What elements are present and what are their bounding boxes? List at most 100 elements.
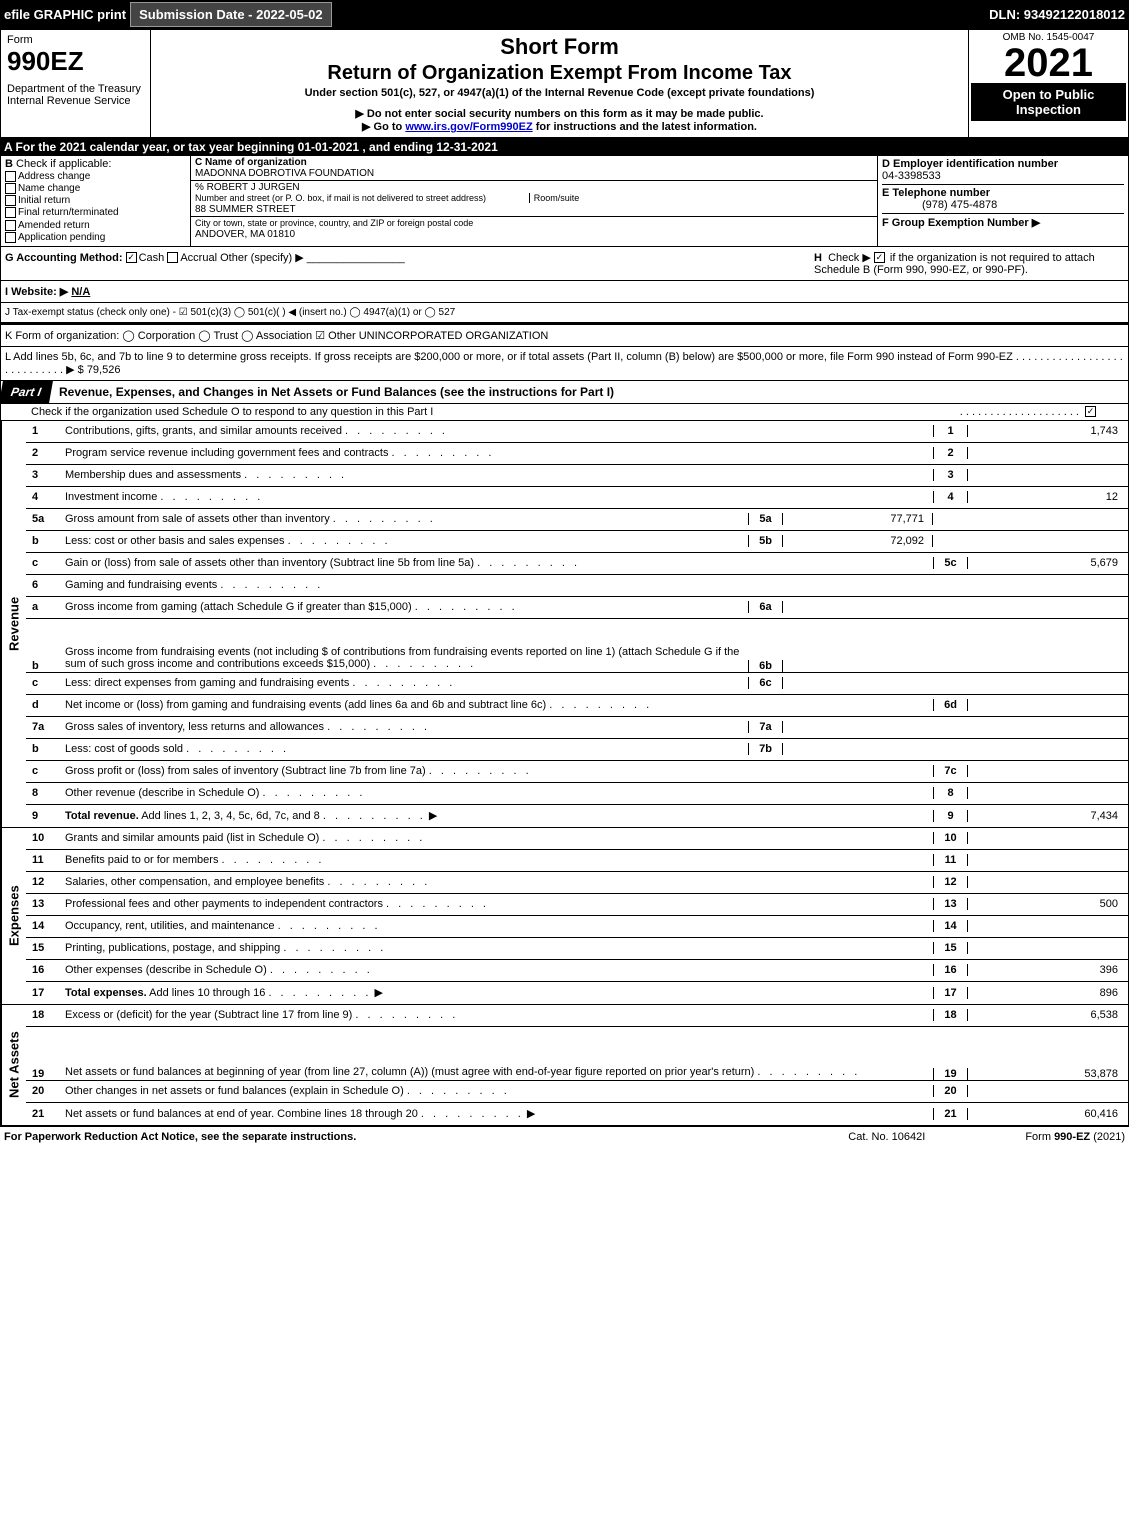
line-code: 15: [933, 942, 968, 954]
line-code: 4: [933, 491, 968, 503]
line-desc: Less: cost of goods sold . . . . . . . .…: [61, 741, 748, 757]
line-code: 2: [933, 447, 968, 459]
line-desc: Gross amount from sale of assets other t…: [61, 511, 748, 527]
line-number: 4: [26, 491, 61, 503]
phone: (978) 475-4878: [882, 199, 997, 211]
other-label: Other (specify) ▶: [220, 252, 304, 264]
line-number: 7a: [26, 721, 61, 733]
check-option[interactable]: [5, 220, 16, 231]
form-number: 990EZ: [7, 46, 144, 77]
line-row: 18Excess or (deficit) for the year (Subt…: [26, 1005, 1128, 1027]
b-label: B: [5, 158, 13, 170]
line-desc: Gaming and fundraising events . . . . . …: [61, 577, 933, 593]
line-number: a: [26, 601, 61, 613]
line-desc: Program service revenue including govern…: [61, 445, 933, 461]
netassets-section: Net Assets 18Excess or (deficit) for the…: [0, 1005, 1129, 1126]
line-row: bGross income from fundraising events (n…: [26, 619, 1128, 673]
line-number: 19: [26, 1068, 61, 1080]
short-form-title: Short Form: [155, 34, 964, 60]
dln-label: DLN: 93492122018012: [989, 7, 1125, 22]
b-option: Initial return: [5, 195, 186, 206]
line-code: 7c: [933, 765, 968, 777]
line-row: 14Occupancy, rent, utilities, and mainte…: [26, 916, 1128, 938]
check-option[interactable]: [5, 232, 16, 243]
line-desc: Excess or (deficit) for the year (Subtra…: [61, 1007, 933, 1023]
line-desc: Other changes in net assets or fund bala…: [61, 1083, 933, 1099]
check-option[interactable]: [5, 207, 16, 218]
h-label: H: [814, 252, 822, 264]
line-value: 7,434: [968, 810, 1128, 822]
subline-code: 5b: [748, 535, 783, 547]
irs-link[interactable]: www.irs.gov/Form990EZ: [405, 121, 532, 133]
line-row: 8Other revenue (describe in Schedule O) …: [26, 783, 1128, 805]
line-desc: Gross income from fundraising events (no…: [61, 644, 748, 672]
b-option: Amended return: [5, 220, 186, 231]
line-row: bLess: cost or other basis and sales exp…: [26, 531, 1128, 553]
line-row: 19Net assets or fund balances at beginni…: [26, 1027, 1128, 1081]
dots-fill: . . . . . . . . . . . . . . . . . . . .: [960, 406, 1079, 418]
d-label: D Employer identification number: [882, 158, 1058, 170]
line-desc: Salaries, other compensation, and employ…: [61, 874, 933, 890]
line-desc: Printing, publications, postage, and shi…: [61, 940, 933, 956]
l-line: L Add lines 5b, 6c, and 7b to line 9 to …: [0, 347, 1129, 381]
efile-label[interactable]: efile GRAPHIC print: [4, 7, 126, 22]
submission-date: Submission Date - 2022-05-02: [130, 2, 332, 27]
netassets-table: 18Excess or (deficit) for the year (Subt…: [26, 1005, 1128, 1125]
b-check-label: Check if applicable:: [16, 158, 111, 170]
line-desc: Total revenue. Add lines 1, 2, 3, 4, 5c,…: [61, 807, 933, 824]
h-checkbox[interactable]: [874, 252, 885, 263]
line-code: 14: [933, 920, 968, 932]
line-value: 60,416: [968, 1108, 1128, 1120]
line-row: bLess: cost of goods sold . . . . . . . …: [26, 739, 1128, 761]
section-g-h: G Accounting Method: Cash Accrual Other …: [0, 247, 1129, 281]
form-ref: Form 990-EZ (2021): [1025, 1131, 1125, 1143]
header-mid: Short Form Return of Organization Exempt…: [151, 30, 968, 137]
line-desc: Benefits paid to or for members . . . . …: [61, 852, 933, 868]
tax-status-line: J Tax-exempt status (check only one) - ☑…: [0, 303, 1129, 323]
header-left: Form 990EZ Department of the Treasury In…: [1, 30, 151, 137]
line-value: 1,743: [968, 425, 1128, 437]
line-row: 16Other expenses (describe in Schedule O…: [26, 960, 1128, 982]
line-desc: Net assets or fund balances at end of ye…: [61, 1105, 933, 1122]
g-label: G Accounting Method:: [5, 252, 123, 264]
line-number: c: [26, 765, 61, 777]
line-code: 13: [933, 898, 968, 910]
check-option[interactable]: [5, 171, 16, 182]
tax-year: 2021: [971, 43, 1126, 83]
line-value: 5,679: [968, 557, 1128, 569]
cash-checkbox[interactable]: [126, 252, 137, 263]
accrual-checkbox[interactable]: [167, 252, 178, 263]
section-d: D Employer identification number 04-3398…: [878, 156, 1128, 246]
paperwork-notice: For Paperwork Reduction Act Notice, see …: [4, 1131, 848, 1143]
c-label: C Name of organization: [195, 157, 307, 168]
line-row: 12Salaries, other compensation, and empl…: [26, 872, 1128, 894]
line-desc: Net income or (loss) from gaming and fun…: [61, 697, 933, 713]
line-code: 9: [933, 810, 968, 822]
city: ANDOVER, MA 01810: [195, 229, 295, 240]
revenue-table: 1Contributions, gifts, grants, and simil…: [26, 421, 1128, 827]
schedule-o-checkbox[interactable]: [1085, 406, 1096, 417]
line-desc: Membership dues and assessments . . . . …: [61, 467, 933, 483]
check-option[interactable]: [5, 195, 16, 206]
line-row: cLess: direct expenses from gaming and f…: [26, 673, 1128, 695]
org-info-row: B Check if applicable: Address changeNam…: [0, 156, 1129, 247]
subline-code: 7a: [748, 721, 783, 733]
line-code: 19: [933, 1068, 968, 1080]
check-option[interactable]: [5, 183, 16, 194]
line-desc: Gross sales of inventory, less returns a…: [61, 719, 748, 735]
line-code: 8: [933, 787, 968, 799]
section-b: B Check if applicable: Address changeNam…: [1, 156, 191, 246]
subline-code: 7b: [748, 743, 783, 755]
website-label: I Website: ▶: [5, 286, 68, 298]
line-code: 17: [933, 987, 968, 999]
org-name: MADONNA DOBROTIVA FOUNDATION: [195, 168, 374, 179]
line-desc: Gross income from gaming (attach Schedul…: [61, 599, 748, 615]
main-title: Return of Organization Exempt From Incom…: [155, 62, 964, 85]
line-desc: Professional fees and other payments to …: [61, 896, 933, 912]
line-code: 21: [933, 1108, 968, 1120]
line-number: 5a: [26, 513, 61, 525]
line-desc: Occupancy, rent, utilities, and maintena…: [61, 918, 933, 934]
street-label: Number and street (or P. O. box, if mail…: [195, 193, 486, 203]
netassets-label: Net Assets: [1, 1005, 26, 1125]
line-value: 896: [968, 987, 1128, 999]
